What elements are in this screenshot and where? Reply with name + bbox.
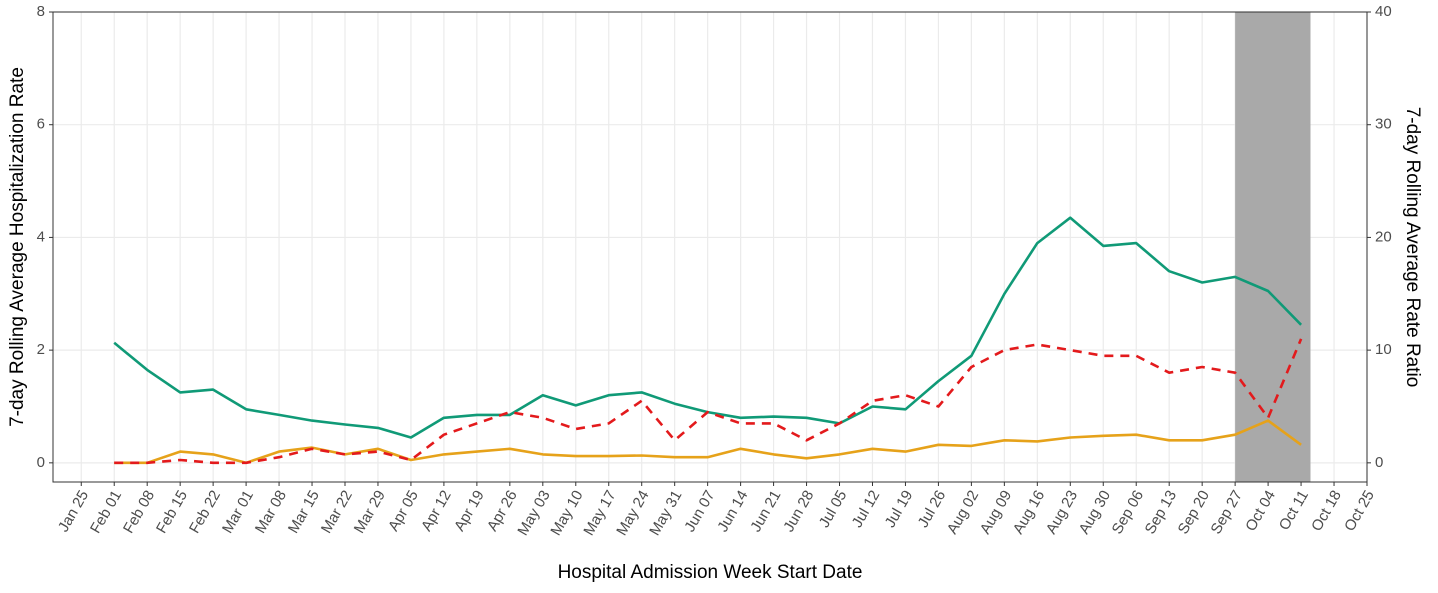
x-tick-label: Mar 15 <box>285 487 323 536</box>
x-tick-label: Sep 27 <box>1208 487 1246 537</box>
x-tick-label: Jun 21 <box>747 487 784 535</box>
x-tick-label: Feb 08 <box>120 487 158 536</box>
y-tick-label: 8 <box>37 3 45 20</box>
y-tick-label: 0 <box>37 454 45 471</box>
x-tick-label: Aug 30 <box>1076 487 1114 537</box>
y2-tick-label: 30 <box>1375 116 1392 133</box>
x-tick-label: Aug 23 <box>1043 487 1081 537</box>
y-tick-label: 2 <box>37 341 45 358</box>
x-tick-label: Mar 01 <box>219 487 257 536</box>
x-tick-label: Jul 19 <box>882 487 917 530</box>
x-tick-label: Jul 26 <box>915 487 950 530</box>
x-tick-label: Mar 22 <box>318 487 356 536</box>
x-tick-label: Jun 14 <box>714 487 751 535</box>
y2-axis-title: 7-day Rolling Average Rate Ratio <box>1402 107 1423 388</box>
x-tick-label: Oct 18 <box>1308 487 1345 534</box>
highlight-region <box>1235 12 1311 482</box>
x-axis-title: Hospital Admission Week Start Date <box>558 562 863 583</box>
x-tick-label: Feb 15 <box>153 487 191 536</box>
x-tick-label: Mar 29 <box>351 487 389 536</box>
y2-tick-label: 20 <box>1375 228 1392 245</box>
x-tick-label: Apr 12 <box>418 487 455 534</box>
x-tick-label: Jun 28 <box>780 487 817 535</box>
y2-tick-label: 10 <box>1375 341 1392 358</box>
x-tick-label: Mar 08 <box>252 487 290 536</box>
panel-border <box>52 11 1368 483</box>
x-tick-label: Apr 05 <box>385 487 422 534</box>
x-tick-label: Apr 19 <box>451 487 488 534</box>
x-tick-label: May 31 <box>646 487 685 538</box>
y-tick-label: 4 <box>37 228 45 245</box>
x-tick-label: Jul 05 <box>816 487 851 530</box>
x-tick-label: Sep 20 <box>1175 487 1213 537</box>
x-tick-label: Oct 25 <box>1341 487 1378 534</box>
x-tick-label: Feb 01 <box>87 487 125 536</box>
y-axis-title: 7-day Rolling Average Hospitalization Ra… <box>7 67 28 427</box>
x-tick-label: Oct 11 <box>1276 487 1312 533</box>
x-tick-label: Oct 04 <box>1242 487 1279 534</box>
y2-tick-label: 0 <box>1375 454 1383 471</box>
data-line <box>114 338 1303 465</box>
x-tick-label: Feb 22 <box>186 487 224 536</box>
x-tick-label: Aug 02 <box>944 487 982 537</box>
x-tick-label: Aug 16 <box>1010 487 1048 537</box>
y2-tick-label: 40 <box>1375 3 1392 20</box>
x-tick-label: Sep 06 <box>1109 487 1147 537</box>
x-tick-label: Aug 09 <box>977 487 1015 537</box>
x-tick-label: Jul 12 <box>849 487 884 530</box>
x-tick-label: Jun 07 <box>681 487 718 535</box>
x-tick-label: Sep 13 <box>1142 487 1180 537</box>
y-tick-label: 6 <box>37 116 45 133</box>
